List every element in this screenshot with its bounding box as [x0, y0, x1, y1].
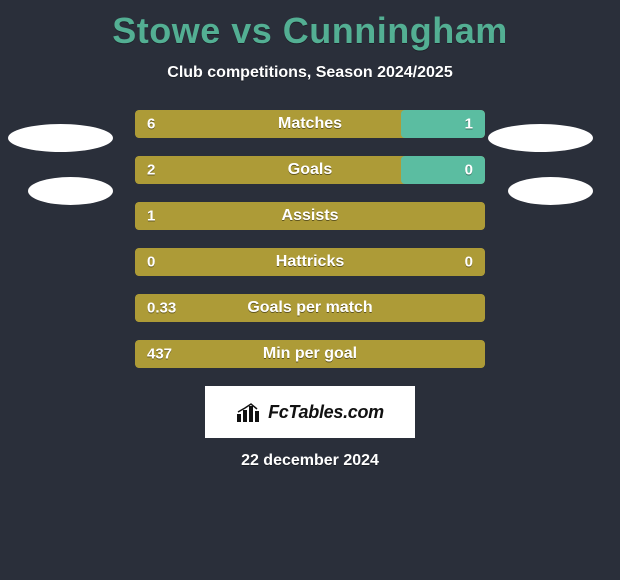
stat-value-left: 6: [147, 116, 155, 133]
stat-value-left: 437: [147, 346, 172, 363]
stat-label: Goals per match: [247, 299, 372, 317]
stat-value-left: 0.33: [147, 300, 176, 317]
stat-row: 1 Assists: [135, 202, 485, 230]
player-oval: [28, 177, 113, 205]
date-text: 22 december 2024: [0, 452, 620, 470]
player-oval: [488, 124, 593, 152]
subtitle: Club competitions, Season 2024/2025: [0, 64, 620, 82]
bar-left: [135, 110, 401, 138]
stat-row: 0 0 Hattricks: [135, 248, 485, 276]
stat-row: 437 Min per goal: [135, 340, 485, 368]
stat-value-left: 1: [147, 208, 155, 225]
stat-label: Hattricks: [276, 253, 344, 271]
player-oval: [8, 124, 113, 152]
stat-value-right: 1: [465, 116, 473, 133]
stat-row: 0.33 Goals per match: [135, 294, 485, 322]
chart-icon: [236, 402, 262, 422]
stat-label: Min per goal: [263, 345, 357, 363]
bar-left: [135, 156, 401, 184]
stat-label: Goals: [288, 161, 332, 179]
player-oval: [508, 177, 593, 205]
brand-box: FcTables.com: [205, 386, 415, 438]
stat-label: Assists: [282, 207, 339, 225]
stat-value-right: 0: [465, 162, 473, 179]
brand-text: FcTables.com: [268, 402, 384, 423]
page-title: Stowe vs Cunningham: [0, 0, 620, 52]
stat-label: Matches: [278, 115, 342, 133]
stat-value-left: 2: [147, 162, 155, 179]
stat-value-left: 0: [147, 254, 155, 271]
stat-row: 2 0 Goals: [135, 156, 485, 184]
stat-row: 6 1 Matches: [135, 110, 485, 138]
stat-value-right: 0: [465, 254, 473, 271]
